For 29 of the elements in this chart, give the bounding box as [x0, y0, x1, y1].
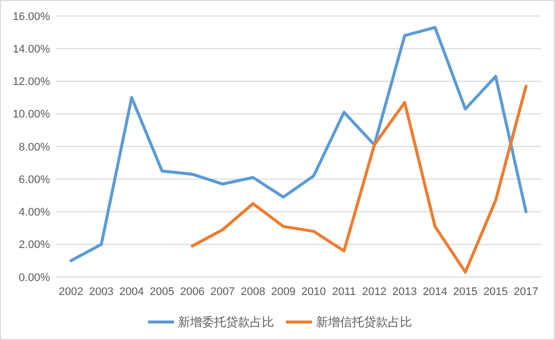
- legend-label: 新增信托贷款占比: [316, 315, 412, 330]
- x-tick-label: 2010: [301, 286, 326, 298]
- x-tick-label: 2008: [240, 286, 266, 298]
- legend-label: 新增委托贷款占比: [178, 315, 274, 330]
- line-series: [70, 26, 528, 262]
- x-tick-label: 2015: [453, 286, 478, 298]
- x-tick-label: 2002: [58, 286, 84, 298]
- x-tick-label: 2003: [89, 286, 114, 298]
- y-tick-label: 12.00%: [12, 76, 50, 88]
- x-tick-label: 2017: [514, 286, 538, 298]
- y-tick-label: 6.00%: [18, 174, 50, 186]
- line-series: [190, 84, 528, 274]
- x-tick-label: 2007: [210, 286, 235, 298]
- y-tick-label: 2.00%: [18, 239, 50, 252]
- y-tick-label: 16.00%: [12, 10, 50, 23]
- x-tick-label: 2015: [483, 286, 508, 298]
- x-tick-label: 2009: [271, 286, 296, 298]
- x-tick-label: 2013: [392, 286, 417, 298]
- y-tick-label: 4.00%: [18, 206, 50, 219]
- y-tick-label: 0.00%: [18, 272, 50, 284]
- x-tick-label: 2012: [362, 286, 387, 298]
- x-tick-label: 2006: [180, 286, 205, 298]
- y-tick-label: 10.00%: [12, 108, 50, 121]
- x-tick-label: 2004: [119, 286, 144, 298]
- x-tick-label: 2014: [422, 286, 448, 298]
- y-tick-label: 8.00%: [18, 141, 50, 154]
- x-tick-label: 2005: [150, 286, 174, 298]
- y-tick-label: 14.00%: [12, 43, 50, 56]
- x-tick-label: 2011: [332, 286, 356, 298]
